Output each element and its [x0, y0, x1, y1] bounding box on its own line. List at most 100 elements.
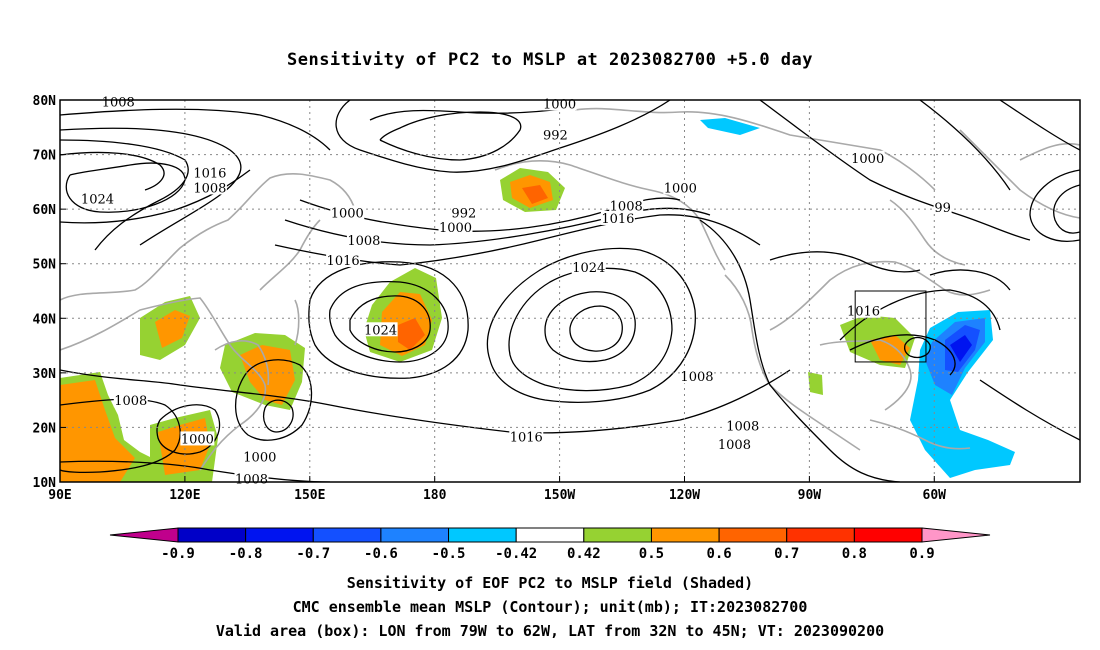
colorbar-label: 0.42	[567, 546, 601, 562]
contour-label: 992	[451, 207, 476, 222]
contour-label-bg	[509, 429, 544, 444]
colorbar-label: -0.42	[495, 546, 537, 562]
contour-label-bg	[192, 165, 227, 180]
contour-label-bg	[717, 436, 752, 451]
negative-sensitivity-patch	[700, 118, 760, 135]
lon-tick-label: 60W	[923, 488, 947, 503]
contour-label-bg	[180, 431, 215, 446]
contour-labels: 1008 100099210161008102410001008101699210…	[80, 94, 952, 487]
lon-tick-label: 180	[423, 488, 447, 503]
lon-tick-label: 120W	[669, 488, 700, 503]
colorbar-label: 0.6	[706, 546, 731, 562]
contour-label: 1000	[543, 97, 576, 112]
colorbar-swatch	[853, 527, 923, 543]
contour-label-bg	[363, 322, 398, 337]
colorbar-label: -0.9	[161, 546, 195, 562]
map-title: Sensitivity of PC2 to MSLP at 2023082700…	[286, 50, 813, 70]
contour-label: 1008	[726, 419, 759, 434]
lon-tick-label: 90W	[798, 488, 822, 503]
colorbar-swatch	[718, 527, 788, 543]
colorbar-swatch	[583, 527, 652, 543]
contour-label: 1008	[102, 96, 135, 111]
contour-label-bg	[438, 220, 473, 235]
colorbar-swatch	[786, 527, 855, 543]
lat-tick-label: 10N	[33, 476, 57, 491]
contour-label: 1008	[347, 234, 380, 249]
contour-label: 1008	[193, 181, 226, 196]
caption-shading: Sensitivity of EOF PC2 to MSLP field (Sh…	[346, 574, 754, 592]
contour-label-bg	[192, 180, 227, 195]
contour-label-bg	[933, 200, 952, 215]
lat-lon-grid	[60, 100, 1080, 482]
lat-tick-label: 60N	[33, 203, 57, 218]
contour-label: 1008	[718, 438, 751, 453]
contour-label: 1016	[327, 254, 360, 269]
lon-tick-label: 150E	[294, 488, 325, 503]
caption-valid-area: Valid area (box): LON from 79W to 62W, L…	[215, 622, 885, 640]
contour-label: 1008	[235, 472, 268, 487]
colorbar-swatch	[380, 527, 450, 543]
contour-label: 1016	[601, 212, 634, 227]
contour-label-bg	[725, 418, 760, 433]
contour-label-bg	[326, 252, 361, 267]
lon-tick-label: 150W	[544, 488, 575, 503]
colorbar-label: 0.8	[842, 546, 867, 562]
contour-label-bg	[542, 127, 569, 142]
colorbar-swatch	[245, 527, 314, 543]
lat-tick-label: 80N	[33, 94, 57, 109]
colorbar-label: -0.6	[364, 546, 398, 562]
contour-label-bg	[663, 180, 698, 195]
positive-sensitivity-patch	[155, 310, 190, 348]
contour-label-bg	[101, 94, 136, 109]
contour-label: 1000	[851, 152, 884, 167]
contour-label-bg	[571, 260, 606, 275]
lon-tick-label: 120E	[169, 488, 200, 503]
colorbar-label: 0.7	[774, 546, 799, 562]
contour-label: 1016	[510, 430, 543, 445]
caption-contour: CMC ensemble mean MSLP (Contour); unit(m…	[292, 598, 808, 616]
colorbar-label: 0.5	[639, 546, 664, 562]
colorbar-low-triangle	[109, 527, 179, 543]
sensitivity-shading	[60, 118, 1015, 482]
positive-sensitivity-patch	[808, 372, 823, 395]
contour-label: 1024	[364, 323, 397, 338]
lon-tick-label: 90E	[48, 488, 71, 503]
colorbar-swatch	[312, 527, 382, 543]
positive-sensitivity-patch	[870, 335, 910, 365]
map-axes: 90E 120E 150E 180 150W 120W 90W 60W 80N 70N 60N 50N…	[33, 94, 947, 503]
contour-label-bg	[80, 191, 115, 206]
colorbar: -0.9 -0.8 -0.7 -0.6 -0.5 -0.42 0.42 0.5 0.6 0.7 0.…	[109, 527, 991, 562]
colorbar-label: -0.8	[229, 546, 263, 562]
contour-label-bg	[346, 232, 381, 247]
colorbar-high-triangle	[921, 527, 991, 543]
contour-label-bg	[450, 205, 477, 220]
colorbar-label: -0.5	[432, 546, 466, 562]
lat-tick-label: 30N	[33, 367, 57, 382]
contour-label-bg	[679, 369, 714, 384]
contour-label-bg	[242, 449, 277, 464]
colorbar-swatch	[448, 527, 517, 543]
contour-label: 1008	[610, 199, 643, 214]
colorbar-swatch	[650, 527, 720, 543]
contour-label: 992	[543, 128, 568, 143]
contour-label-bg	[609, 198, 644, 213]
valid-area-box	[854, 290, 927, 363]
lat-tick-label: 20N	[33, 421, 57, 436]
contour-label: 1016	[847, 305, 880, 320]
contour-label: 1000	[181, 432, 214, 447]
lat-tick-label: 50N	[33, 258, 57, 273]
contour-label: 1000	[439, 221, 472, 236]
positive-sensitivity-patch	[398, 318, 425, 350]
colorbar-label: -0.7	[296, 546, 330, 562]
contour-label: 1000	[664, 181, 697, 196]
positive-sensitivity-patch	[522, 185, 548, 204]
contour-label: 99	[934, 201, 951, 216]
contour-label: 1000	[243, 450, 276, 465]
contour-label-bg	[850, 150, 885, 165]
colorbar-swatch	[515, 527, 585, 543]
colorbar-label: 0.9	[909, 546, 934, 562]
contour-label: 1008	[114, 394, 147, 409]
negative-sensitivity-patch	[950, 335, 972, 362]
plot-frame	[59, 99, 1081, 483]
positive-sensitivity-patch	[60, 380, 135, 482]
